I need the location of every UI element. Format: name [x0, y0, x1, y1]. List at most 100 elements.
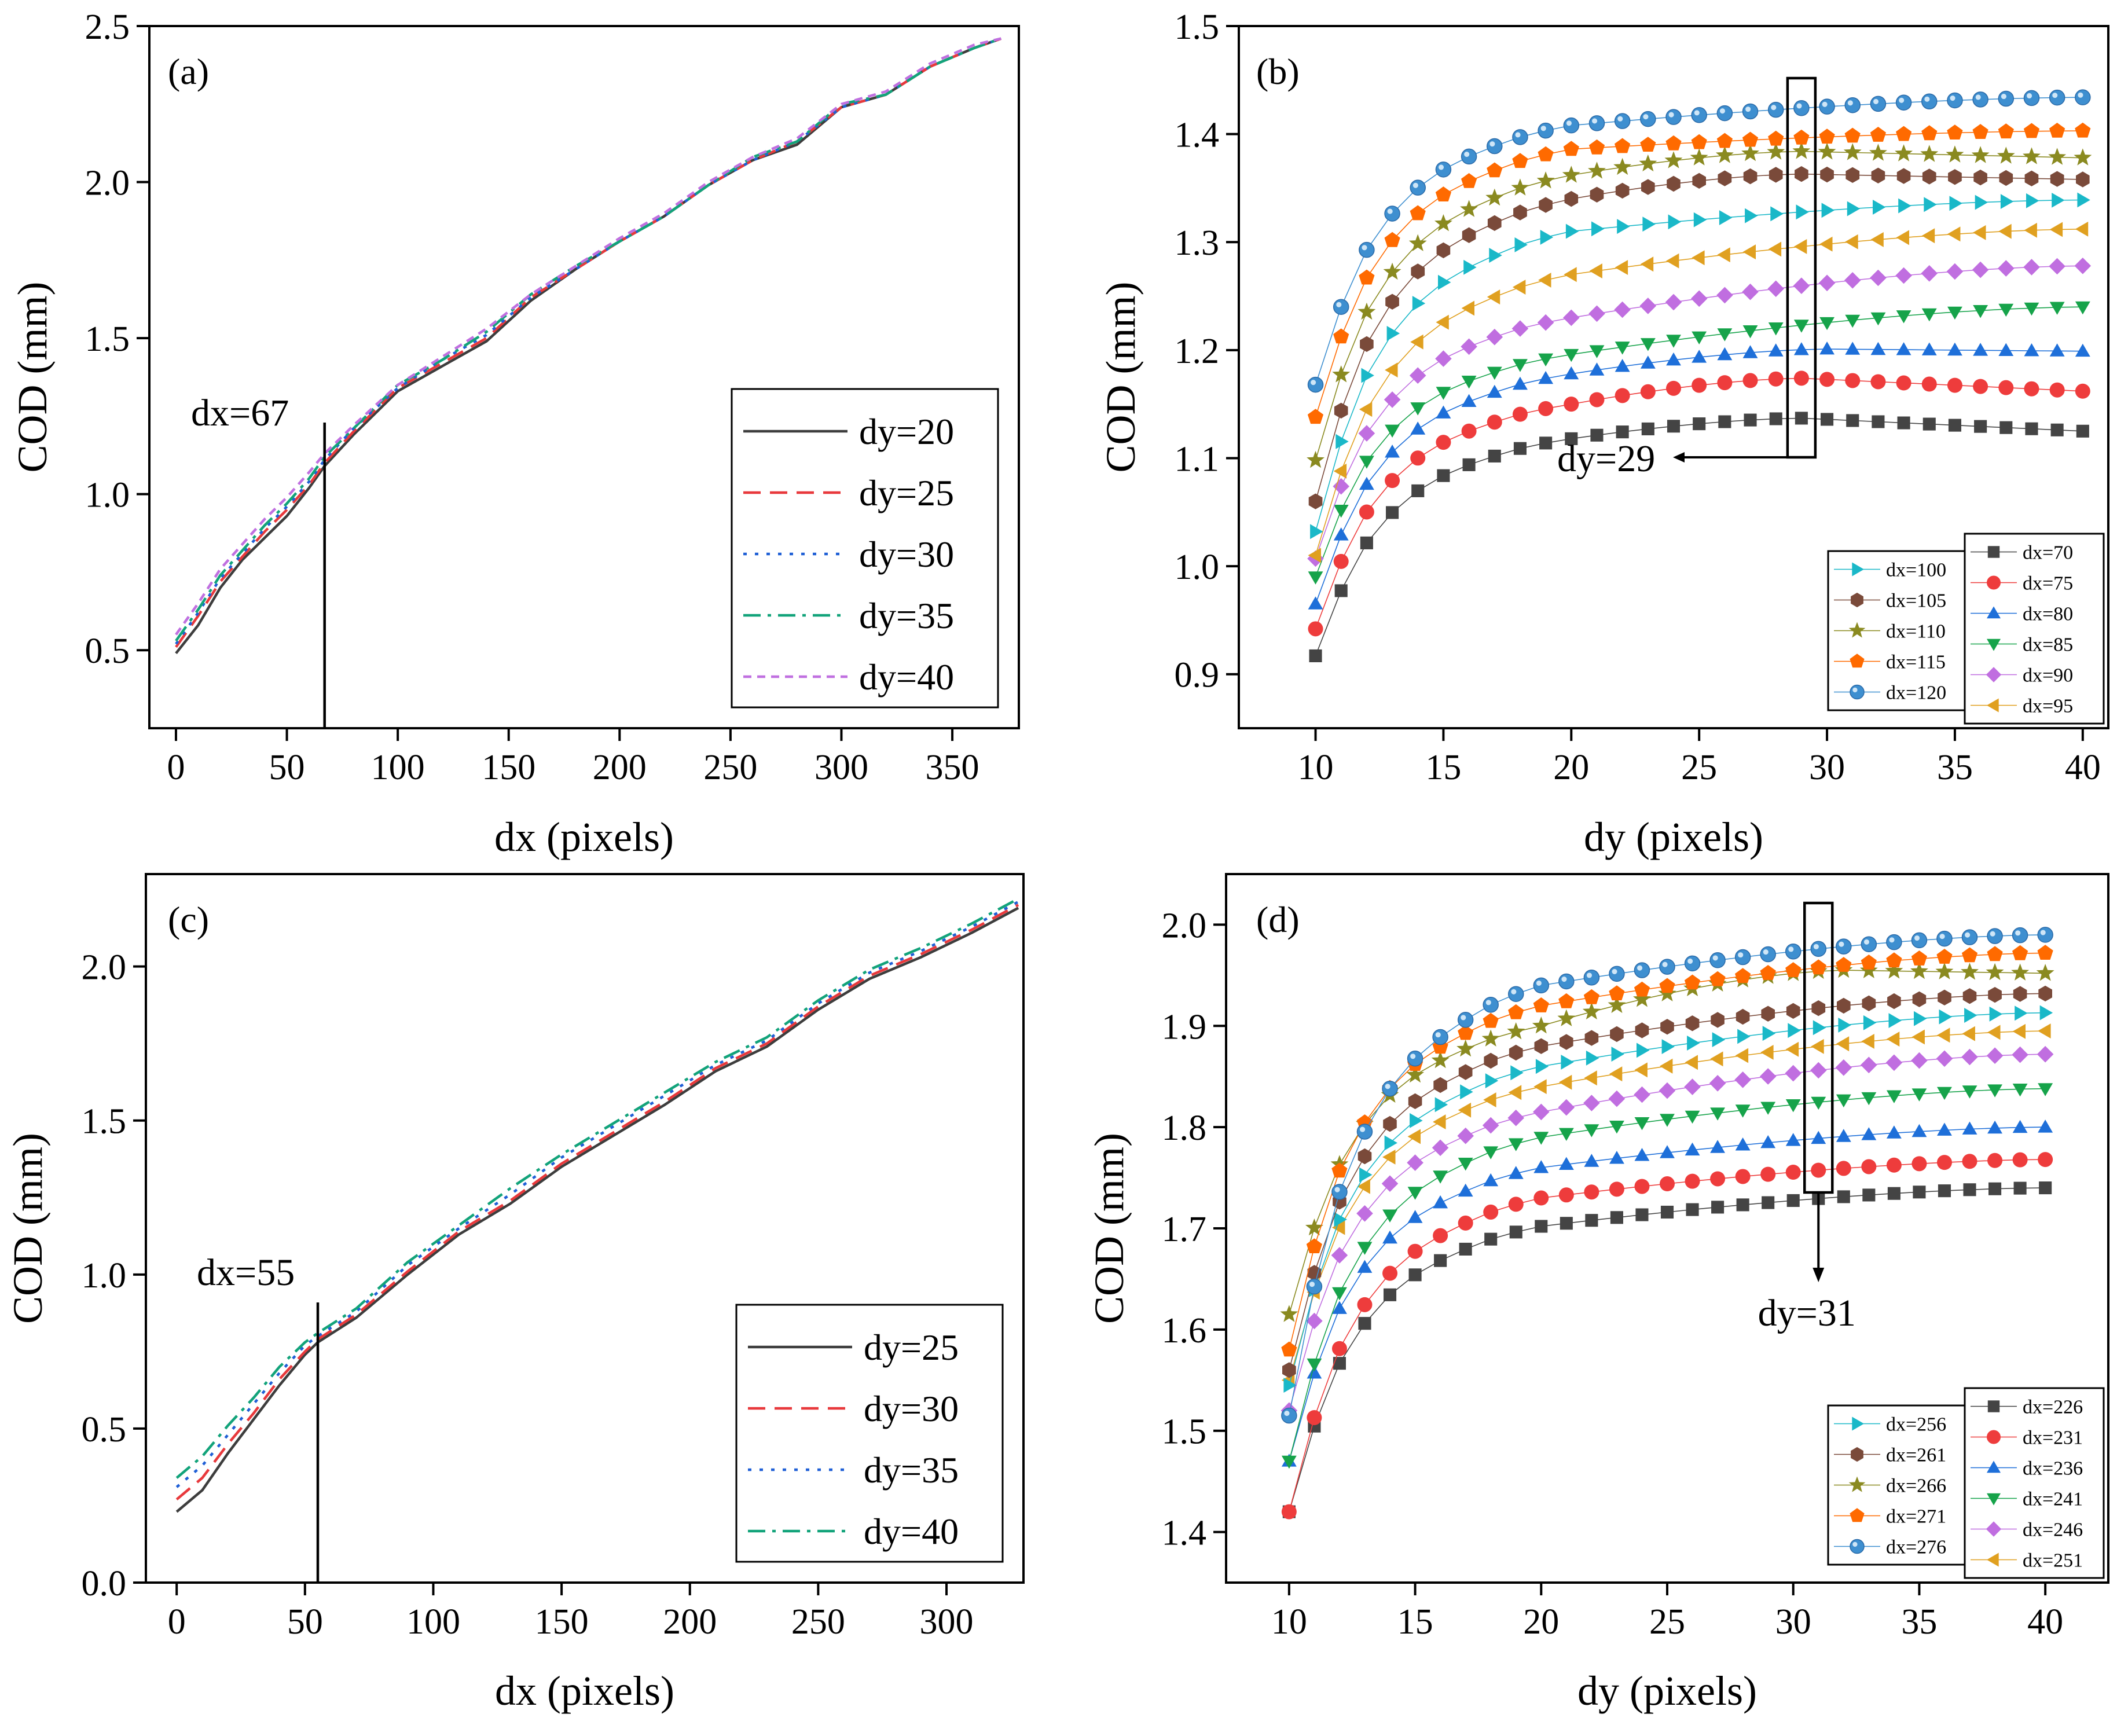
data-point-dx=241: [1710, 1107, 1725, 1121]
y-tick-label: 1.5: [1175, 8, 1220, 47]
data-point-dx=75: [1947, 377, 1962, 393]
legend-box-right: [1964, 1387, 2105, 1579]
marker-highlight: [1515, 132, 1521, 138]
data-point-dx=266: [1608, 996, 1626, 1013]
data-point-dx=261: [2013, 986, 2027, 1002]
data-point-dx=85: [1538, 353, 1554, 366]
legend-marker: [1986, 667, 2002, 682]
data-point-dx=261: [1912, 991, 1927, 1007]
annotation-label: dx=67: [191, 392, 289, 434]
y-tick-label: 1.5: [1162, 1412, 1207, 1452]
data-point-dx=226: [1660, 1205, 1674, 1219]
data-point-dx=236: [1710, 1140, 1725, 1153]
y-tick-label: 1.4: [1162, 1514, 1207, 1553]
data-point-dx=95: [1359, 402, 1373, 417]
y-tick-label: 1.1: [1175, 439, 1220, 479]
data-point-dx=95: [1615, 260, 1628, 275]
data-point-dx=75: [1666, 380, 1681, 396]
data-point-dx=75: [1512, 406, 1528, 422]
data-point-dx=90: [1486, 328, 1503, 346]
data-point-dx=110: [1536, 171, 1555, 189]
data-point-dx=70: [1999, 421, 2013, 434]
data-point-dx=251: [1357, 1179, 1370, 1194]
data-point-dx=100: [1617, 219, 1630, 234]
data-point-dx=90: [1716, 287, 1733, 304]
data-point-dx=95: [1845, 234, 1858, 249]
data-point-dx=236: [1735, 1137, 1751, 1151]
data-point-dx=110: [1946, 145, 1964, 163]
data-point-dx=226: [1333, 1357, 1346, 1370]
marker-highlight: [1822, 101, 1828, 107]
y-tick-label: 2.0: [1162, 906, 1207, 945]
data-point-dx=276: [1734, 949, 1751, 966]
data-point-dx=95: [1512, 280, 1526, 295]
data-point-dx=256: [1283, 1378, 1297, 1393]
y-tick-label: 0.0: [82, 1564, 127, 1603]
marker-highlight: [1489, 141, 1495, 147]
data-point-dx=90: [1639, 298, 1657, 314]
data-point-dx=246: [1911, 1052, 1928, 1069]
data-point-dx=80: [1615, 359, 1630, 372]
data-point-dx=120: [1307, 376, 1324, 393]
data-point-dx=276: [1558, 973, 1575, 990]
data-point-dx=226: [1786, 1194, 1800, 1208]
data-point-dx=90: [1537, 314, 1554, 331]
data-point-dx=261: [1962, 988, 1977, 1004]
x-axis-label: dx (pixels): [494, 814, 674, 860]
data-point-dx=251: [1911, 1029, 1925, 1045]
legend-label: dx=75: [2023, 573, 2073, 594]
data-point-dx=110: [1920, 145, 1939, 162]
legend-label: dx=115: [1886, 652, 1946, 673]
x-tick-label: 15: [1397, 1602, 1433, 1642]
data-point-dx=70: [1922, 417, 1936, 431]
annotation-label: dy=29: [1557, 438, 1655, 480]
x-axis-label: dx (pixels): [495, 1668, 674, 1714]
legend-label: dx=271: [1886, 1506, 1946, 1528]
data-point-dx=226: [1635, 1208, 1649, 1221]
marker-highlight: [1975, 94, 1981, 100]
data-point-dx=246: [1659, 1082, 1676, 1099]
data-point-dx=256: [1813, 1020, 1826, 1036]
data-point-dx=75: [1308, 621, 1323, 637]
data-point-dx=100: [1975, 194, 1988, 210]
marker-highlight: [1852, 1542, 1858, 1547]
data-point-dx=251: [1937, 1027, 1950, 1043]
data-point-dx=256: [1434, 1097, 1448, 1113]
marker-highlight: [1464, 151, 1470, 157]
x-tick-label: 200: [663, 1602, 717, 1642]
data-point-dx=261: [1988, 987, 2002, 1003]
data-point-dx=236: [1508, 1166, 1524, 1179]
data-point-dx=95: [1947, 226, 1961, 242]
data-point-dx=256: [1485, 1073, 1499, 1088]
legend-marker: [1848, 1476, 1866, 1492]
data-point-dx=120: [1895, 94, 1912, 111]
data-point-dx=75: [1845, 373, 1861, 388]
data-point-dx=241: [1634, 1117, 1650, 1131]
data-point-dx=105: [1615, 182, 1630, 199]
data-point-dx=90: [1921, 265, 1938, 282]
data-point-dx=90: [1614, 301, 1631, 318]
data-point-dx=105: [2076, 171, 2090, 188]
data-point-dx=110: [1843, 143, 1862, 160]
marker-highlight: [1694, 110, 1700, 116]
data-point-dx=70: [1897, 416, 1910, 430]
data-point-dx=256: [1838, 1018, 1851, 1033]
data-point-dx=105: [1846, 167, 1860, 183]
data-point-dx=251: [1382, 1150, 1396, 1165]
data-point-dx=231: [1962, 1154, 1977, 1169]
data-point-dx=75: [1921, 376, 1937, 392]
marker-highlight: [1719, 108, 1726, 114]
marker-highlight: [1738, 952, 1744, 958]
data-point-dx=231: [1886, 1157, 1902, 1173]
data-point-dx=80: [1513, 376, 1528, 390]
data-point-dx=105: [1718, 170, 1732, 186]
data-point-dx=70: [1718, 415, 1731, 428]
data-point-dx=271: [1836, 957, 1852, 972]
data-point-dx=75: [1436, 435, 1451, 450]
data-point-dx=251: [1861, 1034, 1874, 1049]
data-point-dx=120: [1538, 122, 1554, 139]
data-point-dx=236: [1785, 1133, 1801, 1146]
data-point-dx=246: [1381, 1175, 1399, 1192]
data-point-dx=110: [2023, 147, 2041, 164]
